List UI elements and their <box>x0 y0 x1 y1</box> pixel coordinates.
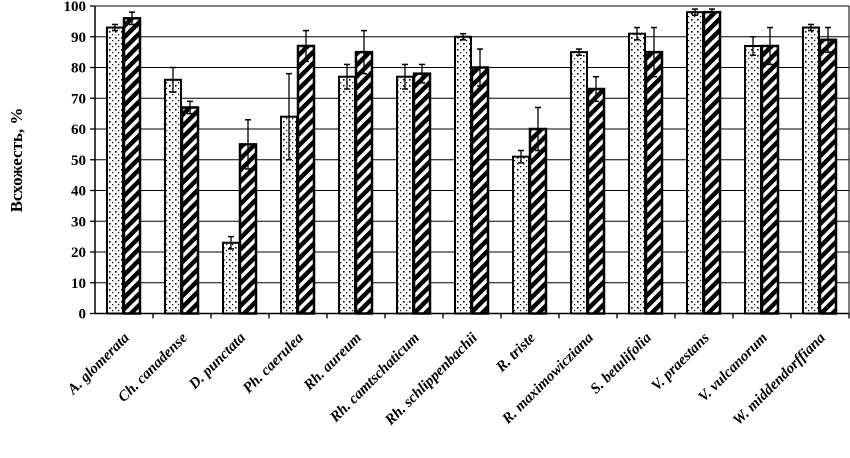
x-tick-label: V. praestans <box>649 330 713 394</box>
bar-series1 <box>454 35 472 315</box>
y-tick-label: 0 <box>79 307 87 323</box>
bar-series2 <box>412 72 432 315</box>
bar-series2 <box>296 44 316 315</box>
bar-series1 <box>396 75 414 315</box>
y-axis-label: Всхожесть, % <box>7 108 26 213</box>
bar-series1 <box>570 51 588 315</box>
bar-series1 <box>164 78 182 315</box>
y-tick-label: 30 <box>71 214 86 230</box>
y-tick-label: 10 <box>71 276 86 292</box>
bar-series2 <box>644 50 664 315</box>
x-tick-label: S. betulifolia <box>588 330 656 398</box>
y-tick-label: 70 <box>71 91 86 107</box>
bar-series1 <box>686 11 704 315</box>
x-tick-label: R. triste <box>493 330 539 376</box>
bar-series1 <box>106 26 124 315</box>
y-tick-label: 50 <box>71 153 86 169</box>
x-tick-label: Ph. caerulea <box>240 330 307 397</box>
y-tick-label: 20 <box>71 245 86 261</box>
y-tick-label: 100 <box>64 0 87 15</box>
bar-series1 <box>628 32 646 315</box>
bar-series2 <box>238 143 258 315</box>
bar-series2 <box>702 10 722 315</box>
y-tick-label: 60 <box>71 122 86 138</box>
x-tick-label: D. punctata <box>186 330 250 394</box>
y-tick-label: 40 <box>71 184 86 200</box>
bar-series2 <box>760 44 780 315</box>
bar-series1 <box>222 241 240 315</box>
x-tick-label: Rh. aureum <box>300 330 364 394</box>
bar-series1 <box>512 155 530 315</box>
bar-series2 <box>818 38 838 315</box>
bar-series2 <box>354 50 374 315</box>
bar-series2 <box>180 106 200 315</box>
bar-series1 <box>338 75 356 315</box>
bar-series1 <box>744 44 762 315</box>
bar-series2 <box>528 127 548 315</box>
bar-series2 <box>470 66 490 315</box>
y-tick-label: 80 <box>71 61 86 77</box>
bar-series1 <box>802 26 820 315</box>
y-tick-label: 90 <box>71 30 86 46</box>
bar-series2 <box>586 87 606 315</box>
bar-series2 <box>122 17 142 315</box>
